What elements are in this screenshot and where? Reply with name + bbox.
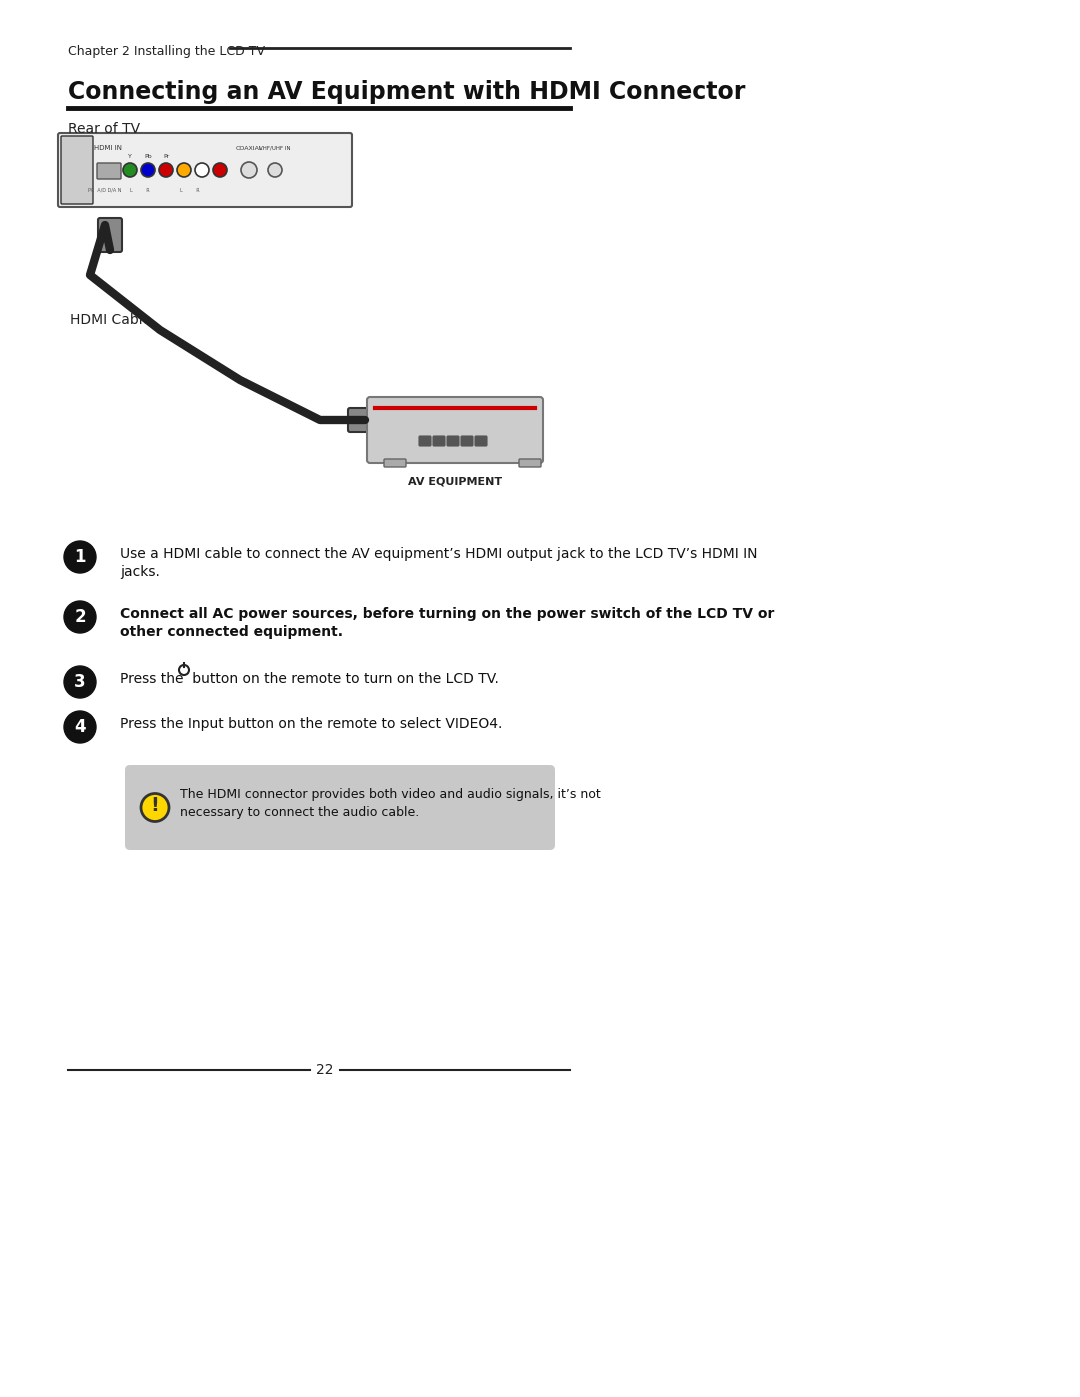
FancyBboxPatch shape [475, 436, 487, 446]
FancyBboxPatch shape [348, 408, 377, 432]
Text: 4: 4 [75, 718, 85, 736]
Circle shape [123, 163, 137, 177]
Text: Pb: Pb [145, 155, 152, 159]
Text: 3: 3 [75, 673, 85, 692]
Circle shape [159, 163, 173, 177]
FancyBboxPatch shape [461, 436, 473, 446]
FancyBboxPatch shape [419, 436, 431, 446]
Text: L         R: L R [180, 189, 200, 193]
Circle shape [179, 665, 189, 675]
FancyBboxPatch shape [60, 136, 93, 204]
FancyBboxPatch shape [98, 218, 122, 251]
Circle shape [64, 666, 96, 698]
Text: AV EQUIPMENT: AV EQUIPMENT [408, 476, 502, 486]
Circle shape [64, 711, 96, 743]
FancyBboxPatch shape [58, 133, 352, 207]
Text: 1: 1 [75, 548, 85, 566]
FancyBboxPatch shape [97, 163, 121, 179]
FancyBboxPatch shape [367, 397, 543, 462]
Text: The HDMI connector provides both video and audio signals, it’s not
necessary to : The HDMI connector provides both video a… [180, 788, 600, 819]
Circle shape [241, 162, 257, 177]
Text: COAXIAL: COAXIAL [235, 147, 262, 151]
Text: Use a HDMI cable to connect the AV equipment’s HDMI output jack to the LCD TV’s : Use a HDMI cable to connect the AV equip… [120, 548, 757, 580]
Text: PC  A/D D/A N: PC A/D D/A N [89, 189, 122, 193]
Circle shape [141, 793, 168, 821]
Circle shape [213, 163, 227, 177]
Text: Press the Input button on the remote to select VIDEO4.: Press the Input button on the remote to … [120, 717, 502, 731]
Circle shape [177, 163, 191, 177]
Circle shape [195, 163, 210, 177]
Text: Chapter 2 Installing the LCD TV: Chapter 2 Installing the LCD TV [68, 45, 265, 59]
Text: Rear of TV: Rear of TV [68, 122, 140, 136]
Text: Connecting an AV Equipment with HDMI Connector: Connecting an AV Equipment with HDMI Con… [68, 80, 745, 103]
Text: Connect all AC power sources, before turning on the power switch of the LCD TV o: Connect all AC power sources, before tur… [120, 608, 774, 640]
Text: Y: Y [129, 155, 132, 159]
Text: Pr: Pr [163, 155, 170, 159]
Text: 2: 2 [75, 608, 85, 626]
Circle shape [268, 163, 282, 177]
Text: HDMI IN: HDMI IN [94, 145, 122, 151]
FancyBboxPatch shape [447, 436, 459, 446]
FancyBboxPatch shape [384, 460, 406, 467]
Text: L         R: L R [131, 189, 150, 193]
FancyBboxPatch shape [125, 766, 555, 849]
FancyBboxPatch shape [519, 460, 541, 467]
Circle shape [64, 601, 96, 633]
FancyBboxPatch shape [433, 436, 445, 446]
Circle shape [64, 541, 96, 573]
Text: VHF/UHF IN: VHF/UHF IN [259, 147, 291, 151]
Text: !: ! [150, 796, 160, 814]
Text: Press the  button on the remote to turn on the LCD TV.: Press the button on the remote to turn o… [120, 672, 499, 686]
Circle shape [141, 163, 156, 177]
Text: 22: 22 [316, 1063, 334, 1077]
Text: HDMI Cable: HDMI Cable [70, 313, 151, 327]
